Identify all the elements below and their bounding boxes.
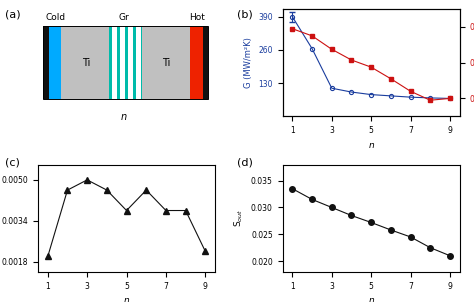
FancyBboxPatch shape	[133, 26, 137, 99]
Y-axis label: G (MW/m²K): G (MW/m²K)	[244, 37, 253, 88]
Text: Ti: Ti	[82, 58, 90, 68]
Y-axis label: S$_{out}$: S$_{out}$	[233, 209, 246, 227]
Text: (d): (d)	[237, 157, 253, 167]
X-axis label: n: n	[124, 296, 129, 302]
Text: Cold: Cold	[46, 13, 66, 22]
Text: (c): (c)	[5, 157, 19, 167]
Text: n: n	[121, 112, 127, 122]
Text: (b): (b)	[237, 9, 253, 19]
FancyBboxPatch shape	[191, 26, 203, 99]
Text: Gr: Gr	[118, 13, 129, 22]
FancyBboxPatch shape	[143, 26, 191, 99]
FancyBboxPatch shape	[48, 26, 61, 99]
FancyBboxPatch shape	[203, 26, 208, 99]
Text: (a): (a)	[5, 9, 20, 19]
X-axis label: n: n	[368, 140, 374, 149]
FancyBboxPatch shape	[43, 26, 48, 99]
FancyBboxPatch shape	[125, 26, 128, 99]
FancyBboxPatch shape	[109, 26, 112, 99]
Text: Hot: Hot	[190, 13, 205, 22]
FancyBboxPatch shape	[61, 26, 109, 99]
Text: Ti: Ti	[162, 58, 171, 68]
FancyBboxPatch shape	[117, 26, 120, 99]
FancyBboxPatch shape	[150, 26, 153, 99]
X-axis label: n: n	[368, 296, 374, 302]
FancyBboxPatch shape	[141, 26, 145, 99]
